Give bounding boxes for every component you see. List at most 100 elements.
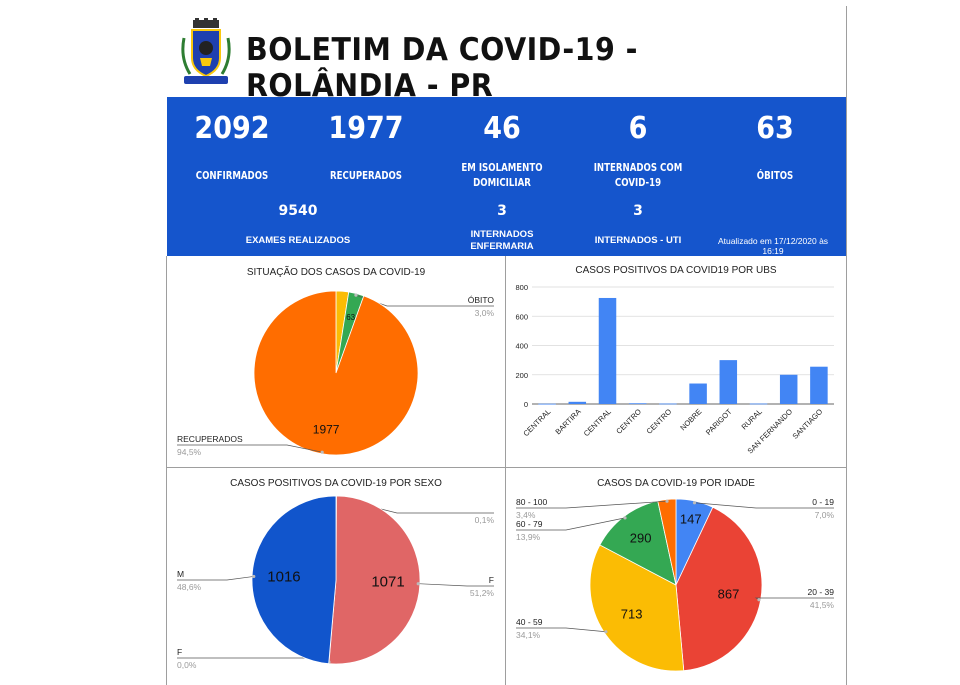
bar <box>568 401 587 404</box>
x-tick-label: NOBRE <box>678 407 703 432</box>
pie-slice <box>657 498 677 586</box>
leader-dot <box>320 450 324 454</box>
confirmados-value: 2092 <box>194 111 270 146</box>
slice-label: 713 <box>621 607 643 622</box>
enfermaria-label-line1: INTERNADOS <box>470 229 534 240</box>
leader-dot <box>252 574 256 579</box>
legend-name: 0 - 19 <box>812 497 834 507</box>
recuperados-label: RECUPERADOS <box>330 170 402 182</box>
leader-dot <box>416 582 420 586</box>
legend-pct: 41,5% <box>810 600 835 610</box>
slice-label: 290 <box>630 530 652 545</box>
legend-pct: 7,0% <box>815 510 835 520</box>
exames-value: 9540 <box>278 203 318 219</box>
internados-label-line2: COVID-19 <box>614 177 662 189</box>
legend-name: F <box>489 575 494 585</box>
updated-timestamp: Atualizado em 17/12/2020 às 16:19 <box>717 236 829 256</box>
panel-sexo: CASOS POSITIVOS DA COVID-19 POR SEXO 0,1%… <box>167 468 505 685</box>
legend-pct: 94,5% <box>177 447 202 457</box>
leader-line <box>177 576 254 581</box>
obitos-value: 63 <box>756 111 794 146</box>
chart-title: CASOS DA COVID-19 POR IDADE <box>597 478 755 489</box>
chart-title: CASOS POSITIVOS DA COVID19 POR UBS <box>575 265 776 276</box>
chart-ubs: CASOS POSITIVOS DA COVID19 POR UBS 0 200 40… <box>515 265 834 456</box>
leader-dot <box>604 630 608 634</box>
x-tick-label: PARIGOT <box>704 407 734 437</box>
municipal-coat-of-arms-icon <box>181 18 231 84</box>
legend-pct: 51,2% <box>470 588 495 598</box>
page-right-border <box>846 6 847 685</box>
leader-line <box>516 627 606 633</box>
legend-name: RECUPERADOS <box>177 434 243 444</box>
bar <box>628 403 647 405</box>
leader-line <box>177 444 323 453</box>
legend-name: ÓBITO <box>468 295 495 305</box>
x-tick-label: CENTRO <box>645 407 674 436</box>
panel-situacao: SITUAÇÃO DOS CASOS DA COVID-19 63 ÓBITO 3,0… <box>167 257 505 467</box>
leader-dot <box>757 598 761 602</box>
chart-idade: CASOS DA COVID-19 POR IDADE 147 0 - 19 7,0%… <box>516 478 835 672</box>
slice-label: 1071 <box>371 573 404 590</box>
x-tick-label: CENTRAL <box>521 407 552 438</box>
x-tick-label: CENTRAL <box>582 407 613 438</box>
legend-pct: 3,4% <box>516 510 536 520</box>
uti-label: INTERNADOS - UTI <box>594 235 682 246</box>
leader-line <box>694 502 834 509</box>
internados-value: 6 <box>628 111 648 146</box>
chart-title: SITUAÇÃO DOS CASOS DA COVID-19 <box>247 265 426 278</box>
y-tick-label: 600 <box>515 312 528 321</box>
legend-pct: 34,1% <box>516 630 541 640</box>
grid-center-divider <box>505 256 506 685</box>
x-tick-label: CENTRO <box>614 407 643 436</box>
x-tick-label: BARTIRA <box>553 407 582 436</box>
legend-name: 60 - 79 <box>516 519 543 529</box>
legend-pct: 13,9% <box>516 532 541 542</box>
x-tick-label: RURAL <box>740 407 764 431</box>
uti-value: 3 <box>633 203 643 219</box>
bar <box>810 366 828 404</box>
leader-line <box>418 583 494 587</box>
bar <box>779 374 798 404</box>
leader-line <box>516 500 668 509</box>
slice-label: 1016 <box>267 569 300 586</box>
leader-dot <box>665 499 669 503</box>
y-tick-label: 0 <box>524 400 528 409</box>
isolamento-value: 46 <box>483 111 521 146</box>
recuperados-value: 1977 <box>328 111 404 146</box>
panel-ubs: CASOS POSITIVOS DA COVID19 POR UBS 0 200 40… <box>506 257 846 467</box>
legend-pct: 3,0% <box>475 308 495 318</box>
y-tick-label: 800 <box>515 283 528 292</box>
bar <box>689 383 707 404</box>
bar <box>719 360 738 404</box>
slice-label: 867 <box>718 586 740 601</box>
enfermaria-value: 3 <box>497 203 507 219</box>
bar <box>598 297 617 404</box>
page-title: BOLETIM DA COVID-19 - ROLÂNDIA - PR <box>246 32 638 104</box>
legend-pct: 48,6% <box>177 582 202 592</box>
page-header: BOLETIM DA COVID-19 - ROLÂNDIA - PR <box>168 14 845 104</box>
chart-situacao: SITUAÇÃO DOS CASOS DA COVID-19 63 ÓBITO 3,0… <box>177 265 495 457</box>
leader-line <box>516 517 626 531</box>
chart-title: CASOS POSITIVOS DA COVID-19 POR SEXO <box>230 478 442 489</box>
legend-pct: 0,1% <box>475 515 495 525</box>
legend-name: F <box>177 647 182 657</box>
slice-label: 1977 <box>313 423 340 437</box>
pie-slice <box>599 500 677 586</box>
leader-dot <box>692 501 697 505</box>
legend-name: 80 - 100 <box>516 497 547 507</box>
panel-idade: CASOS DA COVID-19 POR IDADE 147 0 - 19 7,0%… <box>506 468 846 685</box>
isolamento-label-line2: DOMICILIAR <box>473 177 531 189</box>
chart-sexo: CASOS POSITIVOS DA COVID-19 POR SEXO 0,1%… <box>177 478 495 670</box>
bar <box>659 403 677 405</box>
legend-pct: 0,0% <box>177 660 197 670</box>
bar <box>538 403 556 405</box>
stats-banner: 2092 CONFIRMADOS 1977 RECUPERADOS 46 EM … <box>167 97 846 256</box>
grid-left-border <box>166 256 167 685</box>
y-tick-label: 400 <box>515 342 528 351</box>
legend-name: 20 - 39 <box>808 587 835 597</box>
pie-slice <box>675 506 763 672</box>
legend-name: 40 - 59 <box>516 617 543 627</box>
isolamento-label-line1: EM ISOLAMENTO <box>461 162 543 174</box>
slice-label: 63 <box>346 313 355 322</box>
enfermaria-label-line2: ENFERMARIA <box>470 241 534 252</box>
